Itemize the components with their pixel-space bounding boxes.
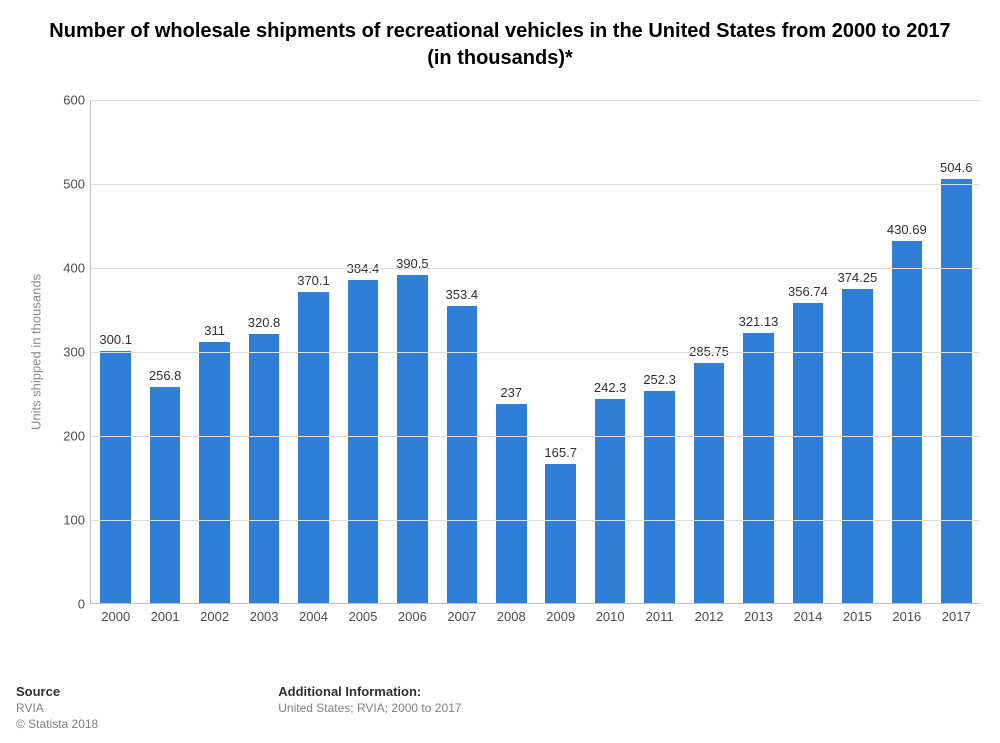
gridline bbox=[91, 436, 980, 437]
bar-value-label: 237 bbox=[500, 385, 522, 400]
footer-source-text: RVIA bbox=[16, 701, 98, 715]
x-tick-label: 2003 bbox=[250, 609, 279, 624]
x-tick-label: 2011 bbox=[646, 609, 674, 624]
x-tick-label: 2017 bbox=[942, 609, 971, 624]
bar: 390.5 bbox=[397, 275, 428, 603]
x-tick-label: 2006 bbox=[398, 609, 427, 624]
bar-value-label: 311 bbox=[204, 323, 225, 338]
y-tick-label: 500 bbox=[63, 177, 85, 192]
bar-value-label: 300.1 bbox=[99, 332, 132, 347]
x-tick-label: 2004 bbox=[299, 609, 328, 624]
bar-value-label: 353.4 bbox=[446, 287, 479, 302]
gridline bbox=[91, 268, 980, 269]
footer-addl-text: United States; RVIA; 2000 to 2017 bbox=[278, 701, 461, 715]
y-axis-title: Units shipped in thousands bbox=[29, 274, 44, 430]
x-tick-label: 2013 bbox=[744, 609, 773, 624]
x-tick-label: 2009 bbox=[546, 609, 575, 624]
x-tick-label: 2005 bbox=[348, 609, 377, 624]
x-tick-label: 2002 bbox=[200, 609, 229, 624]
bar: 504.6 bbox=[941, 179, 972, 603]
y-tick-label: 100 bbox=[63, 513, 85, 528]
plot: 300.1 256.8 311 320.8 370.1 384.4 390.5 353.4 23… bbox=[90, 100, 980, 604]
bar: 300.1 bbox=[100, 351, 131, 603]
y-tick-label: 300 bbox=[63, 345, 85, 360]
y-tick-label: 400 bbox=[63, 261, 85, 276]
bar: 237 bbox=[496, 404, 527, 603]
bar: 430.69 bbox=[892, 241, 923, 603]
footer-addl-block: Additional Information: United States; R… bbox=[278, 684, 461, 731]
chart-title: Number of wholesale shipments of recreat… bbox=[0, 0, 1000, 72]
x-tick-label: 2010 bbox=[596, 609, 625, 624]
bar: 242.3 bbox=[595, 399, 626, 603]
y-tick-label: 600 bbox=[63, 93, 85, 108]
gridline bbox=[91, 520, 980, 521]
chart-footer: Source RVIA © Statista 2018 Additional I… bbox=[0, 684, 1000, 743]
gridline bbox=[91, 184, 980, 185]
bar: 320.8 bbox=[249, 334, 280, 603]
bar-value-label: 356.74 bbox=[788, 284, 828, 299]
bar-value-label: 321.13 bbox=[739, 314, 779, 329]
bar: 256.8 bbox=[150, 387, 181, 603]
bar-value-label: 374.25 bbox=[837, 270, 877, 285]
chart-plot-area: Units shipped in thousands 300.1256.8311… bbox=[90, 100, 980, 604]
x-tick-label: 2016 bbox=[892, 609, 921, 624]
x-tick-label: 2000 bbox=[101, 609, 130, 624]
bar: 384.4 bbox=[348, 280, 379, 603]
bar: 311 bbox=[199, 342, 230, 603]
bar-value-label: 252.3 bbox=[643, 372, 676, 387]
x-tick-label: 2001 bbox=[151, 609, 180, 624]
footer-source-block: Source RVIA © Statista 2018 bbox=[16, 684, 98, 731]
bar-value-label: 242.3 bbox=[594, 380, 627, 395]
bar: 285.75 bbox=[694, 363, 725, 603]
bar: 165.7 bbox=[545, 464, 576, 603]
bar: 353.4 bbox=[447, 306, 478, 603]
bar-value-label: 370.1 bbox=[297, 273, 330, 288]
bar-value-label: 165.7 bbox=[544, 445, 577, 460]
bar-value-label: 256.8 bbox=[149, 368, 182, 383]
x-tick-label: 2007 bbox=[447, 609, 476, 624]
bar: 370.1 bbox=[298, 292, 329, 603]
footer-copyright: © Statista 2018 bbox=[16, 717, 98, 731]
bar: 321.13 bbox=[743, 333, 774, 603]
y-tick-label: 200 bbox=[63, 429, 85, 444]
footer-source-heading: Source bbox=[16, 684, 98, 699]
x-tick-label: 2015 bbox=[843, 609, 872, 624]
bar-value-label: 430.69 bbox=[887, 222, 927, 237]
bar: 356.74 bbox=[793, 303, 824, 603]
bar: 252.3 bbox=[644, 391, 675, 603]
y-tick-label: 0 bbox=[78, 597, 85, 612]
bar: 374.25 bbox=[842, 289, 873, 603]
bar-value-label: 320.8 bbox=[248, 315, 281, 330]
x-tick-label: 2012 bbox=[695, 609, 724, 624]
x-tick-label: 2014 bbox=[793, 609, 822, 624]
chart-container: Number of wholesale shipments of recreat… bbox=[0, 0, 1000, 743]
gridline bbox=[91, 100, 980, 101]
footer-addl-heading: Additional Information: bbox=[278, 684, 461, 699]
bar-value-label: 504.6 bbox=[940, 160, 973, 175]
x-tick-label: 2008 bbox=[497, 609, 526, 624]
gridline bbox=[91, 352, 980, 353]
